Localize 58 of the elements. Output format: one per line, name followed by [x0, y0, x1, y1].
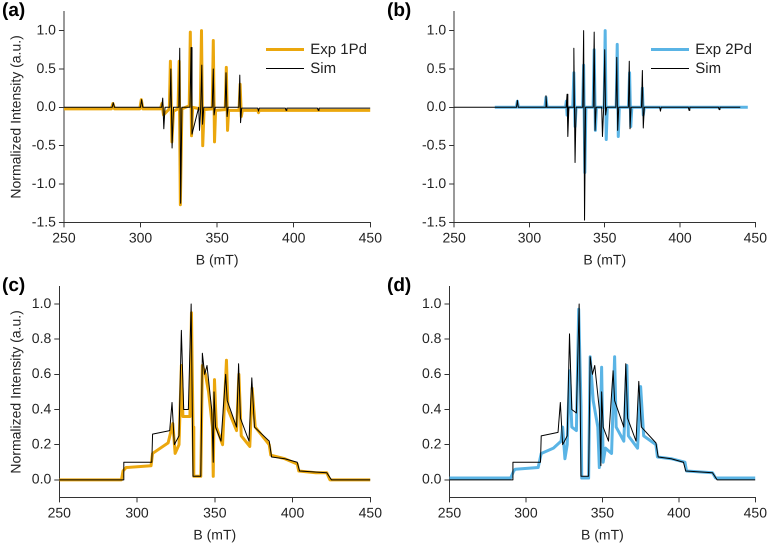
y-axis-title: Normalized Intensity (a.u.)	[7, 310, 24, 474]
legend-label: Sim	[695, 60, 722, 77]
y-tick-label: 0.0	[32, 470, 52, 487]
x-tick-label: 400	[282, 230, 306, 246]
x-axis-title: B (mT)	[193, 526, 236, 542]
chart-title: (b)	[387, 0, 412, 22]
y-tick-label: -1.5	[32, 213, 56, 230]
chart-title: (d)	[387, 275, 412, 297]
x-tick-label: 300	[518, 230, 542, 246]
y-tick-label: 0.8	[32, 330, 52, 346]
y-tick-label: 0.6	[422, 365, 442, 382]
x-tick-label: 400	[667, 504, 691, 521]
x-tick-label: 450	[358, 504, 382, 521]
chart-title: (a)	[2, 0, 26, 22]
y-tick-label: 0.4	[32, 400, 52, 416]
y-tick-label: -0.5	[32, 136, 56, 153]
y-axis-title: Normalized Intensity (a.u.)	[7, 35, 24, 199]
x-tick-label: 400	[668, 230, 692, 246]
y-tick-label: 0.2	[32, 436, 52, 452]
y-tick-label: 0.2	[422, 436, 442, 452]
y-tick-label: 0.6	[32, 365, 52, 382]
x-tick-label: 300	[128, 230, 152, 246]
y-tick-label: 0.5	[426, 60, 446, 76]
y-tick-label: 0.8	[422, 330, 442, 346]
y-tick-label: 0.5	[36, 60, 56, 76]
x-tick-label: 350	[590, 504, 614, 521]
x-axis-title: B (mT)	[581, 526, 624, 542]
x-tick-label: 250	[52, 230, 76, 246]
y-tick-label: 1.0	[32, 294, 52, 311]
y-tick-label: 1.0	[426, 21, 446, 38]
x-tick-label: 300	[125, 504, 149, 521]
x-tick-label: 350	[593, 230, 617, 246]
x-axis-title: B (mT)	[583, 251, 626, 268]
x-tick-label: 400	[280, 504, 304, 521]
y-tick-label: 0.4	[422, 400, 442, 416]
x-tick-label: 250	[442, 230, 466, 246]
x-tick-label: 350	[203, 504, 227, 521]
y-tick-label: 0.0	[422, 470, 442, 487]
y-tick-label: 0.0	[426, 98, 446, 114]
legend-label: Sim	[310, 60, 336, 77]
y-tick-label: -0.5	[422, 136, 446, 153]
y-tick-label: -1.5	[422, 213, 446, 230]
x-tick-label: 450	[744, 504, 768, 521]
x-tick-label: 450	[358, 230, 382, 246]
legend-label: Exp 1Pd	[310, 41, 367, 58]
x-tick-label: 250	[438, 504, 462, 521]
chart-title: (c)	[2, 275, 26, 297]
y-tick-label: -1.0	[422, 174, 446, 191]
y-tick-label: 1.0	[422, 294, 442, 311]
y-tick-label: -1.0	[32, 174, 56, 191]
x-tick-label: 350	[205, 230, 230, 246]
x-axis-title: B (mT)	[196, 251, 239, 268]
x-tick-label: 300	[514, 504, 538, 521]
x-tick-label: 450	[744, 230, 768, 246]
x-tick-label: 250	[48, 504, 72, 521]
y-tick-label: 0.0	[36, 98, 56, 114]
legend-label: Exp 2Pd	[695, 41, 752, 58]
y-tick-label: 1.0	[36, 21, 56, 38]
